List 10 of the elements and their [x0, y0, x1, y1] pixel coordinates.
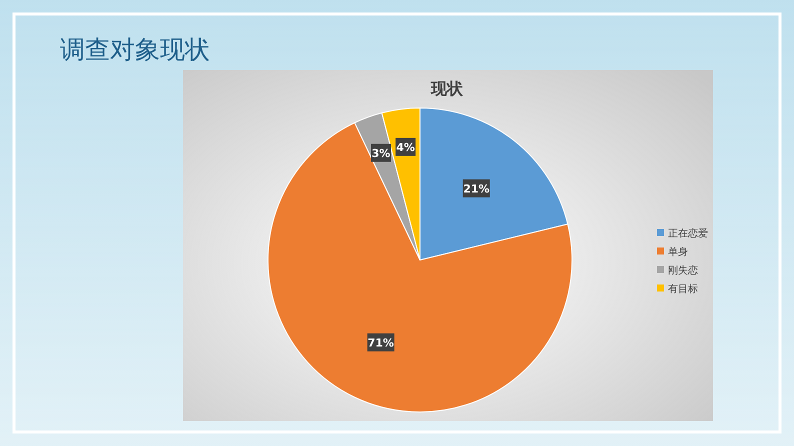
legend-label: 有目标 — [668, 283, 698, 295]
legend-label: 正在恋爱 — [668, 228, 708, 240]
data-label: 4% — [396, 140, 415, 154]
data-label: 71% — [368, 336, 394, 350]
slice-label: 单身 — [668, 246, 688, 258]
data-label: 21% — [463, 182, 490, 196]
chart-title: 现状 — [430, 79, 464, 98]
legend-label: 刚失恋 — [668, 264, 698, 276]
data-label: 3% — [372, 146, 390, 160]
text: 调查对象现状 — [60, 35, 210, 64]
